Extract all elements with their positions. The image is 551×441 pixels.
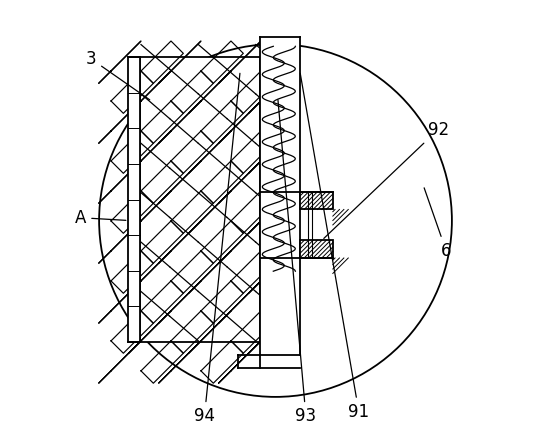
Text: 94: 94	[194, 73, 240, 425]
Bar	[300, 192, 333, 209]
Bar	[128, 57, 140, 342]
Text: 93: 93	[278, 100, 316, 425]
Bar	[141, 58, 259, 341]
Text: A: A	[75, 209, 126, 227]
Text: 91: 91	[300, 73, 369, 421]
Text: 3: 3	[86, 50, 150, 100]
Bar	[300, 240, 333, 258]
Text: 92: 92	[324, 120, 449, 239]
Text: 6: 6	[424, 188, 451, 260]
Bar	[260, 37, 300, 355]
Bar	[128, 57, 260, 342]
